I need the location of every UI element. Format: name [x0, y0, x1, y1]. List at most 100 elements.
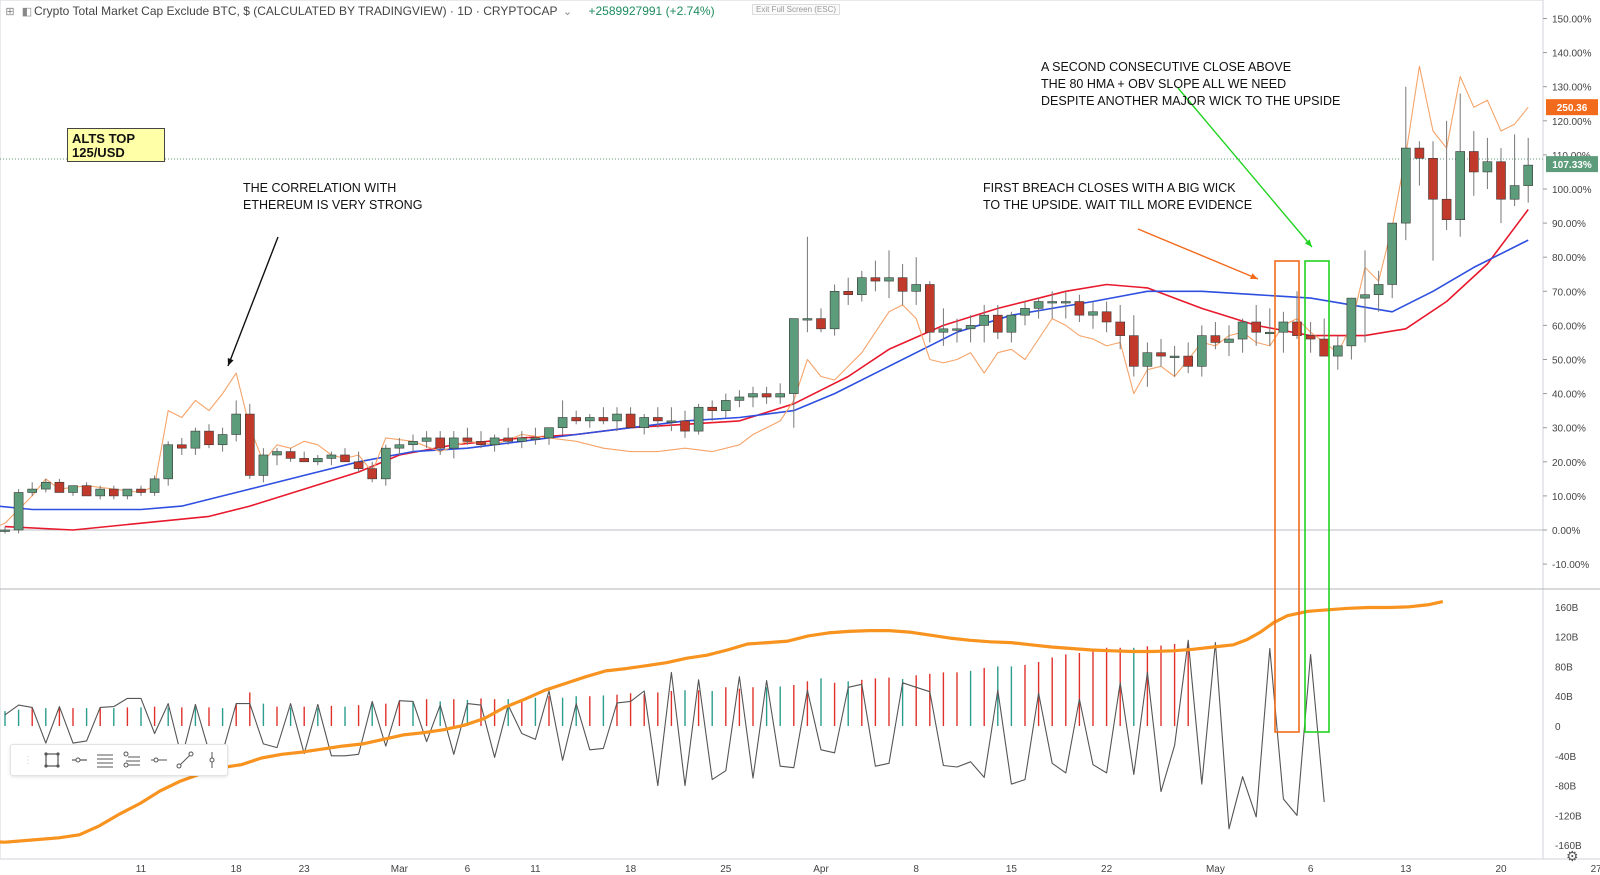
- candle-body: [1197, 335, 1207, 367]
- second-close-note: A SECOND CONSECUTIVE CLOSE ABOVE THE 80 …: [1041, 60, 1341, 108]
- y-tick-label: 50.00%: [1552, 356, 1586, 367]
- candle-body: [380, 447, 391, 480]
- exit-fullscreen-button[interactable]: Exit Full Screen (ESC): [752, 4, 841, 15]
- rectangle-icon[interactable]: [41, 747, 64, 773]
- x-tick-label: 15: [1006, 864, 1018, 875]
- x-tick-label: Apr: [813, 864, 829, 875]
- candle-body: [843, 290, 854, 296]
- y-tick-label: 0.00%: [1552, 526, 1580, 537]
- candle-body: [285, 451, 296, 459]
- chevron-down-icon[interactable]: ⌄: [562, 5, 573, 18]
- candle-body: [884, 277, 894, 282]
- parallel-channel-icon[interactable]: [94, 747, 117, 773]
- candle-body: [462, 437, 473, 442]
- candle-body: [109, 488, 119, 497]
- candle-body: [952, 328, 962, 331]
- first-breach-arrow-head: [1250, 273, 1258, 280]
- candle-body: [217, 434, 228, 446]
- candle-body: [748, 393, 758, 398]
- candle-body: [1333, 345, 1343, 357]
- x-tick-label: 22: [1101, 864, 1113, 875]
- drag-handle-icon[interactable]: ⋮: [23, 754, 33, 766]
- candle-body: [1482, 161, 1493, 173]
- candle-body: [0, 529, 10, 532]
- candle-body: [680, 420, 690, 432]
- alts-top-text: ALTS TOP 125/USD: [72, 131, 136, 160]
- candle-body: [1441, 198, 1452, 220]
- candle-body: [54, 481, 65, 493]
- x-tick-label: 11: [136, 864, 147, 875]
- vertical-line-icon[interactable]: [200, 747, 223, 773]
- x-tick-label: 13: [1400, 864, 1412, 875]
- y-tick-label: -10.00%: [1552, 560, 1589, 571]
- candle-body: [1496, 161, 1506, 200]
- y-tick-label: 130.00%: [1552, 83, 1592, 94]
- candle-layer: [0, 86, 1533, 534]
- candle-body: [408, 441, 418, 446]
- x-tick-label: 11: [530, 864, 541, 875]
- second-close-arrow: [1177, 87, 1313, 248]
- candle-body: [870, 277, 881, 282]
- candle-body: [489, 437, 500, 446]
- obv-slope-line: [4, 639, 1325, 830]
- osc-tick-label: -160B: [1555, 841, 1582, 852]
- candle-body: [95, 488, 105, 497]
- y-tick-label: 40.00%: [1552, 390, 1586, 401]
- candle-body: [992, 314, 1003, 333]
- candle-body: [720, 400, 731, 411]
- horizontal-line-icon[interactable]: [147, 747, 170, 773]
- candle-body: [503, 437, 514, 442]
- correlation-arrow-head: [227, 358, 234, 366]
- trend-line-icon[interactable]: [174, 747, 197, 773]
- candle-body: [1360, 294, 1370, 299]
- osc-tick-label: 40B: [1555, 692, 1573, 703]
- candle-body: [122, 488, 133, 497]
- candle-body: [571, 417, 582, 422]
- candle-body: [353, 461, 364, 469]
- drawing-toolbar: ⋮: [10, 744, 228, 776]
- price-tag-label: 107.33%: [1552, 160, 1592, 171]
- candle-body: [1455, 151, 1465, 220]
- candle-body: [666, 420, 677, 423]
- x-tick-label: 27: [1591, 864, 1600, 875]
- osc-tick-label: -120B: [1555, 811, 1582, 822]
- candle-body: [1088, 311, 1098, 316]
- candle-body: [27, 488, 38, 493]
- y-tick-label: 100.00%: [1552, 185, 1592, 196]
- osc-tick-label: 80B: [1555, 662, 1573, 673]
- candle-body: [1414, 147, 1425, 159]
- candle-body: [1006, 314, 1017, 333]
- candle-body: [734, 396, 745, 401]
- candle-body: [231, 413, 241, 435]
- ma-line: [0, 239, 1529, 511]
- candle-body: [476, 441, 486, 446]
- fib-icon[interactable]: [121, 747, 144, 773]
- candle-body: [1020, 308, 1030, 316]
- y-tick-label: 140.00%: [1552, 49, 1592, 60]
- first-breach-box: [1274, 260, 1300, 733]
- y-tick-label: 30.00%: [1552, 424, 1586, 435]
- symbol-icon: ◧: [21, 5, 33, 18]
- candle-body: [1509, 185, 1520, 200]
- candle-body: [81, 485, 92, 497]
- x-tick-label: May: [1206, 864, 1225, 875]
- chart-title[interactable]: Crypto Total Market Cap Exclude BTC, $ (…: [34, 4, 558, 18]
- x-tick-label: 6: [1308, 864, 1314, 875]
- candle-body: [979, 314, 990, 326]
- candle-body: [149, 478, 160, 493]
- horizontal-ray-icon[interactable]: [68, 747, 91, 773]
- first-breach-note: FIRST BREACH CLOSES WITH A BIG WICK TO T…: [983, 181, 1253, 212]
- candle-body: [1387, 222, 1397, 285]
- x-tick-label: 25: [720, 864, 732, 875]
- candle-body: [598, 417, 609, 422]
- candle-body: [1115, 321, 1125, 336]
- candle-body: [1401, 147, 1411, 224]
- expand-icon[interactable]: ⊞: [5, 5, 15, 18]
- chart-header: ⊞ ◧ Crypto Total Market Cap Exclude BTC,…: [0, 0, 714, 22]
- candle-body: [1523, 164, 1533, 186]
- settings-gear-icon[interactable]: ⚙: [1566, 848, 1579, 864]
- x-tick-label: 23: [299, 864, 311, 875]
- candle-body: [1373, 284, 1384, 296]
- candle-body: [204, 430, 214, 446]
- candle-body: [1346, 297, 1357, 347]
